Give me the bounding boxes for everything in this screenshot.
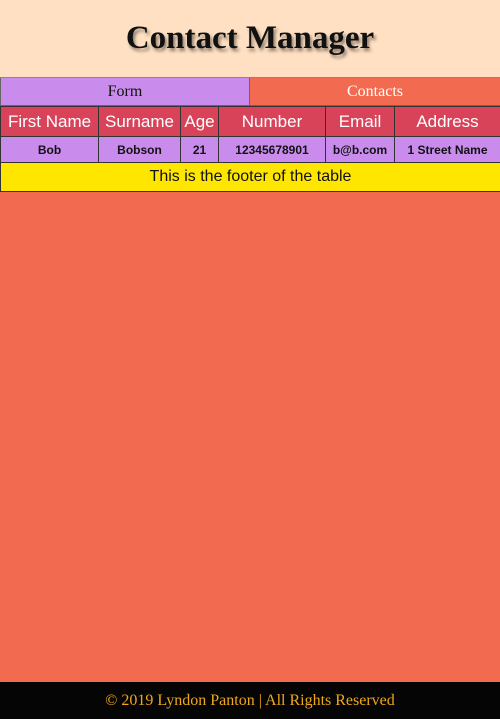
page-title: Contact Manager [125,20,375,56]
table-row: Bob Bobson 21 12345678901 b@b.com 1 Stre… [0,136,500,163]
cell-first-name: Bob [0,136,99,163]
cell-number: 12345678901 [218,136,326,163]
tab-bar: Form Contacts [0,77,500,106]
page-footer: © 2019 Lyndon Panton | All Rights Reserv… [0,682,500,719]
copyright-text: © 2019 Lyndon Panton | All Rights Reserv… [105,691,395,709]
column-header-number: Number [218,106,326,137]
table-footer: This is the footer of the table [0,162,500,192]
tab-contacts[interactable]: Contacts [250,78,500,106]
column-header-first-name: First Name [0,106,99,137]
cell-address: 1 Street Name [394,136,500,163]
cell-email: b@b.com [325,136,395,163]
column-header-address: Address [394,106,500,137]
contacts-table: First Name Surname Age Number Email Addr… [0,106,500,192]
column-header-email: Email [325,106,395,137]
column-header-age: Age [180,106,219,137]
tab-form[interactable]: Form [0,78,250,106]
table-header-row: First Name Surname Age Number Email Addr… [0,106,500,137]
page-header: Contact Manager [0,0,500,77]
table-footer-row: This is the footer of the table [0,162,500,192]
column-header-surname: Surname [98,106,181,137]
cell-surname: Bobson [98,136,181,163]
cell-age: 21 [180,136,219,163]
